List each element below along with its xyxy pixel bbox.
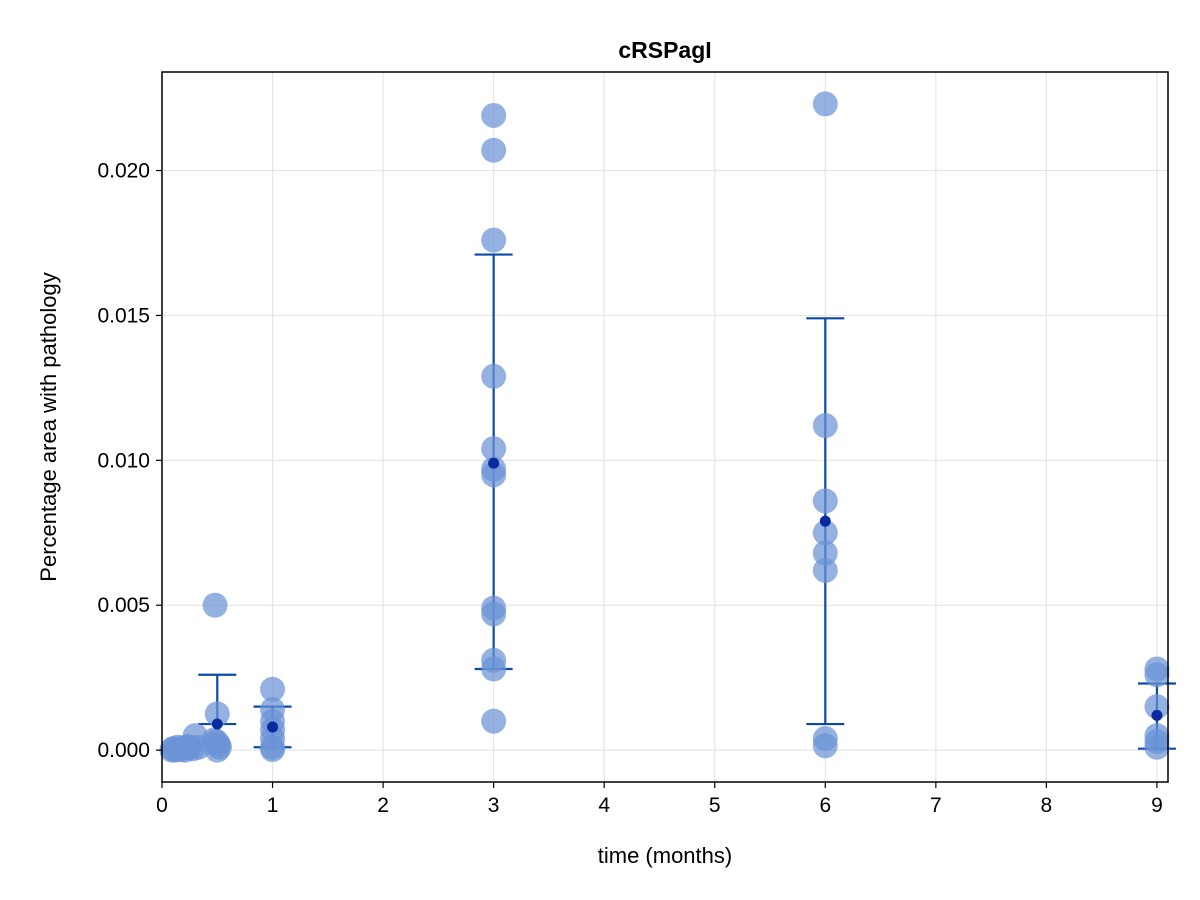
data-point [481,601,507,627]
data-point [260,737,286,763]
data-point [202,592,228,618]
x-tick-label: 6 [819,794,831,817]
x-axis-ticks: 0 1 2 3 4 5 6 7 8 9 [156,782,1163,817]
data-point [812,540,838,566]
data-point [812,557,838,583]
data-point [1144,694,1170,720]
y-axis-ticks: 0.000 0.005 0.010 0.015 0.020 [97,160,162,762]
data-point [481,227,507,253]
x-tick-label: 4 [598,794,610,817]
data-point [201,727,227,753]
mean-marker [1151,709,1163,721]
data-point [481,436,507,462]
plot-frame [161,71,1169,783]
data-point [812,488,838,514]
data-point [812,520,838,546]
mean-markers [211,457,1163,733]
x-tick-label: 9 [1151,794,1163,817]
grid [161,72,1168,782]
y-tick-label: 0.005 [97,594,150,617]
data-point [481,363,507,389]
y-axis-label: Percentage area with pathology [36,272,61,581]
error-bars [198,253,1176,750]
x-tick-label: 8 [1041,794,1053,817]
x-tick-label: 5 [709,794,721,817]
data-point [812,413,838,439]
y-tick-label: 0.010 [97,449,150,472]
x-tick-label: 0 [156,794,168,817]
data-point [204,701,230,727]
mean-marker [211,718,223,730]
y-tick-label: 0.000 [97,739,150,762]
x-tick-label: 7 [930,794,942,817]
data-point [812,733,838,759]
mean-marker [267,721,279,733]
data-point [481,137,507,163]
mean-marker [488,457,500,469]
data-point [481,708,507,734]
x-tick-label: 2 [377,794,389,817]
data-point [260,676,286,702]
x-tick-label: 3 [488,794,500,817]
data-point [812,91,838,117]
data-point [481,102,507,128]
x-axis-label: time (months) [598,843,732,868]
data-point [481,462,507,488]
data-point [1144,662,1170,688]
y-tick-label: 0.015 [97,304,150,327]
observation-points [159,91,1170,763]
mean-marker [819,515,831,527]
chart-title: cRSPagI [618,37,711,63]
data-point [481,656,507,682]
y-tick-label: 0.020 [97,160,150,183]
x-tick-label: 1 [267,794,279,817]
data-point [1144,734,1170,760]
